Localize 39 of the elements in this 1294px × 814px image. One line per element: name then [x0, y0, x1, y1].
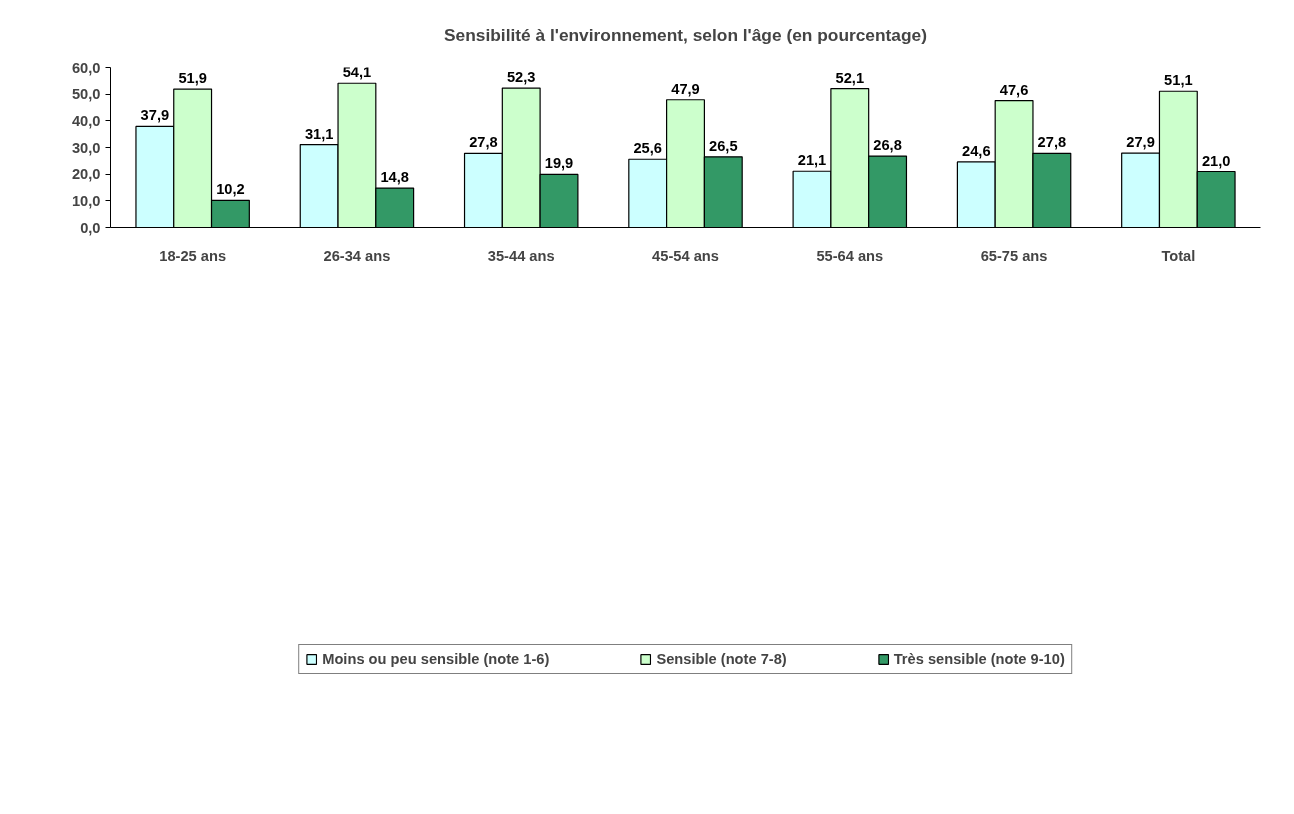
x-tick-label: 18-25 ans [159, 247, 227, 264]
data-label: 21,0 [1201, 152, 1231, 169]
legend-label: Très sensible (note 9-10) [893, 651, 1065, 667]
data-label: 27,8 [1037, 134, 1067, 151]
y-tick-label: 0,0 [80, 219, 101, 236]
legend-label: Sensible (note 7-8) [656, 651, 787, 667]
data-label: 52,1 [835, 69, 865, 86]
data-label: 21,1 [797, 152, 827, 169]
y-tick-label: 20,0 [71, 166, 101, 183]
data-label: 31,1 [304, 125, 334, 142]
y-tick-label: 50,0 [71, 86, 101, 103]
data-label: 26,5 [709, 137, 738, 154]
data-label: 10,2 [216, 181, 245, 198]
x-tick-label: 65-75 ans [980, 247, 1048, 264]
data-label: 19,9 [544, 155, 574, 172]
data-label: 37,9 [140, 107, 170, 124]
data-label: 52,3 [506, 69, 536, 86]
y-tick-label: 60,0 [71, 59, 101, 76]
data-label: 14,8 [380, 169, 409, 186]
y-tick-label: 30,0 [71, 139, 101, 156]
data-label: 25,6 [633, 140, 662, 157]
data-label: 51,1 [1164, 72, 1193, 89]
data-label: 47,9 [671, 80, 700, 97]
data-label: 27,9 [1126, 134, 1155, 151]
data-label: 51,9 [178, 70, 207, 87]
data-label: 26,8 [873, 137, 902, 154]
legend-label: Moins ou peu sensible (note 1-6) [322, 651, 550, 667]
data-label: 54,1 [342, 64, 372, 81]
data-label: 27,8 [469, 134, 498, 151]
y-tick-label: 10,0 [71, 192, 101, 209]
y-tick-label: 40,0 [71, 112, 101, 129]
chart-title: Sensibilité à l'environnement, selon l'âge (en pourcentage) [444, 25, 927, 45]
x-tick-label: Total [1161, 247, 1196, 264]
data-label: 47,6 [999, 81, 1029, 98]
x-tick-label: 55-64 ans [816, 247, 884, 264]
data-label: 24,6 [962, 142, 991, 159]
x-tick-label: 26-34 ans [323, 247, 391, 264]
x-tick-label: 45-54 ans [652, 247, 719, 264]
x-tick-label: 35-44 ans [487, 247, 555, 264]
